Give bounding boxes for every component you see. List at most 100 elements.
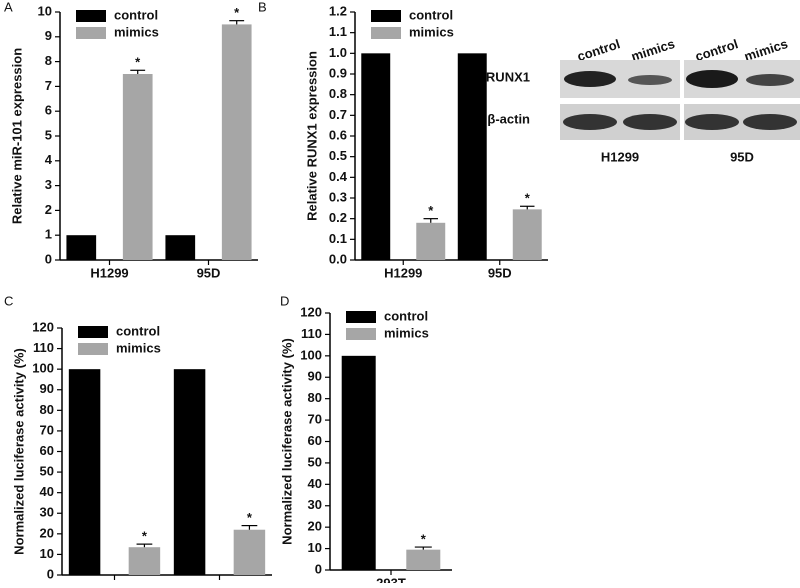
panel: A Relative miR-101 expression 0 1 2 3 4 5 6 7 8 9 10… [4,0,258,280]
bar [221,24,252,261]
cell-line-label: 95D [730,149,754,164]
x-tick-label: H1299 [90,265,128,280]
panel-label: B [258,0,267,14]
bar [68,369,101,575]
cell-line-label: H1299 [601,149,639,164]
y-tick-label: 20 [40,525,54,540]
significance-marker: * [247,510,253,525]
significance-marker: * [421,532,427,547]
band [685,114,739,130]
y-tick-label: 0.1 [329,231,347,246]
y-tick-label: 1.0 [329,45,347,60]
y-tick-label: 3 [45,177,52,192]
y-tick-label: 60 [308,433,322,448]
y-axis-label: Normalized luciferase activity (%) [279,338,294,545]
y-tick-label: 70 [308,412,322,427]
western-blot: control mimics control mimics RUNX1 β-ac… [486,36,800,164]
y-tick-label: 0.4 [329,169,348,184]
y-tick-label: 8 [45,53,52,68]
band [563,114,617,130]
y-tick-label: 50 [40,464,54,479]
error-bar [414,546,432,550]
x-tick-label: 95D [197,265,221,280]
y-tick-label: 0.3 [329,189,347,204]
legend-label: control [114,7,158,22]
legend-swatch [346,328,376,340]
band [746,74,794,86]
panel-label: D [280,293,289,308]
y-tick-label: 110 [301,326,322,341]
bar [173,369,206,575]
y-tick-label: 80 [40,402,54,417]
significance-marker: * [525,191,531,206]
legend-swatch [78,343,108,355]
y-tick-label: 10 [38,3,52,18]
y-tick-label: 30 [308,497,322,512]
y-tick-label: 0.2 [329,210,347,225]
legend-swatch [346,311,376,323]
y-tick-label: 2 [45,202,52,217]
legend-swatch [371,27,401,39]
legend-label: control [384,308,428,323]
y-tick-label: 70 [40,422,54,437]
error-bar [136,543,153,548]
bar [416,222,446,260]
error-bar [229,20,245,25]
bar [165,235,196,260]
y-tick-label: 1 [45,227,52,242]
y-tick-label: 90 [308,369,322,384]
error-bar [130,69,146,74]
y-tick-label: 0 [315,561,322,576]
bar [341,355,376,570]
panel: C Normalized luciferase activity (%) 0 10 20… [4,293,272,588]
band [686,70,738,88]
y-tick-label: 30 [40,505,54,520]
band [623,114,677,130]
y-tick-label: 0.9 [329,65,347,80]
y-tick-label: 1.2 [329,3,347,18]
legend-label: control [409,7,453,22]
bar [406,549,441,570]
y-tick-label: 7 [45,78,52,93]
y-tick-label: 20 [308,519,322,534]
y-tick-label: 110 [33,340,54,355]
significance-marker: * [428,203,434,218]
significance-marker: * [234,5,240,20]
panel: B Relative RUNX1 expression 0.0 0.1 0.2 0.3 0.… [258,0,548,280]
legend-label: mimics [116,340,161,355]
lane-label: mimics [742,36,789,64]
error-bar [520,205,535,210]
legend-swatch [76,10,106,22]
legend-label: mimics [384,325,429,340]
bar [122,74,153,260]
bar [512,209,542,260]
bar [361,53,391,261]
panel: D Normalized luciferase activity (%) 0 10 20… [279,293,452,588]
y-tick-label: 0.8 [329,86,347,101]
x-tick-label: H1299 [384,265,422,280]
y-tick-label: 40 [40,484,54,499]
y-tick-label: 120 [300,304,322,319]
error-bar [423,218,438,223]
y-tick-label: 0 [45,251,52,266]
band [564,71,616,87]
legend-label: control [116,323,160,338]
y-tick-label: 6 [45,103,52,118]
significance-marker: * [135,55,141,70]
legend-swatch [76,27,106,39]
y-tick-label: 5 [45,127,52,142]
legend-swatch [371,10,401,22]
y-tick-label: 0.6 [329,127,347,142]
y-tick-label: 4 [45,152,53,167]
legend-swatch [78,326,108,338]
y-tick-label: 10 [308,540,322,555]
row-label: RUNX1 [486,69,530,84]
x-tick-label: 293T [376,575,406,583]
y-tick-label: 80 [308,390,322,405]
lane-label: mimics [629,36,676,64]
panel-label: C [4,293,13,308]
y-tick-label: 0.7 [329,107,347,122]
y-tick-label: 90 [40,381,54,396]
y-tick-label: 40 [308,476,322,491]
legend-label: mimics [114,24,159,39]
